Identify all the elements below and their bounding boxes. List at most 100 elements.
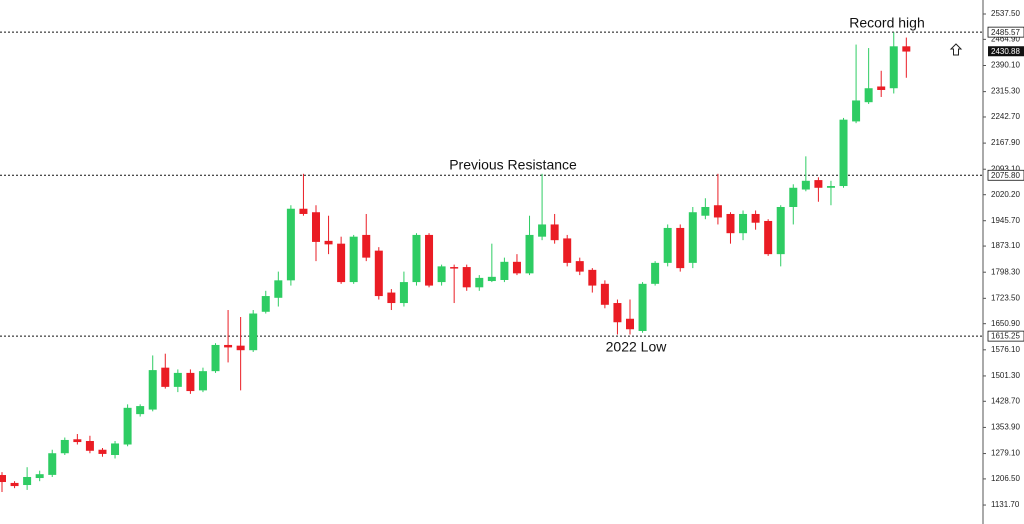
candle	[713, 173, 722, 225]
y-tick-label: 1723.50	[991, 293, 1020, 302]
candle	[136, 404, 145, 417]
candle-body	[136, 406, 145, 415]
candle-body	[374, 250, 383, 297]
candle-body	[0, 475, 6, 483]
candle	[324, 215, 333, 255]
y-tick-label: 2464.90	[991, 34, 1020, 43]
candle	[48, 449, 57, 477]
candle	[651, 261, 660, 286]
candle	[412, 233, 421, 286]
candle	[425, 233, 434, 288]
arrow-up-icon[interactable]	[949, 43, 963, 56]
y-tick-label: 2167.90	[991, 138, 1020, 147]
level-label-box	[987, 330, 1024, 342]
candle	[374, 247, 383, 300]
candle	[751, 210, 760, 230]
level-label: 2075.80	[991, 171, 1020, 180]
candle-body	[525, 234, 534, 274]
candle-body	[877, 86, 886, 90]
candle	[23, 467, 32, 490]
candle-body	[437, 266, 446, 283]
candle-body	[864, 88, 873, 103]
candle	[864, 48, 873, 104]
candle-body	[500, 261, 509, 280]
candle	[839, 117, 848, 188]
candle	[123, 404, 132, 447]
candle	[626, 299, 634, 335]
candle-body	[173, 372, 182, 387]
candle-body	[450, 267, 459, 269]
candle-body	[35, 474, 44, 479]
y-tick-label: 1798.30	[991, 267, 1020, 276]
level-label: 2485.57	[991, 28, 1020, 37]
candle-body	[688, 212, 697, 263]
candle-body	[801, 180, 810, 190]
candle	[387, 289, 396, 311]
annotation: Record high	[849, 15, 925, 31]
candle	[462, 264, 471, 291]
y-tick-label: 2020.20	[991, 190, 1020, 199]
candle-body	[676, 227, 685, 269]
candle	[902, 37, 911, 78]
candle	[475, 275, 484, 291]
y-tick-label: 1206.50	[991, 474, 1020, 483]
candle-body	[73, 439, 82, 443]
candle	[600, 280, 609, 309]
candle-body	[48, 453, 57, 475]
candle-body	[236, 345, 245, 351]
candle	[826, 180, 835, 206]
candle	[575, 257, 584, 276]
y-tick-label: 1131.70	[991, 500, 1020, 509]
y-tick-label: 1650.90	[991, 319, 1020, 328]
candle-body	[751, 213, 760, 223]
candle-body	[550, 224, 559, 241]
level-label-box	[987, 26, 1024, 38]
candle-body	[274, 280, 283, 298]
candle-body	[123, 407, 132, 445]
candle-body	[60, 439, 69, 454]
price-alert-icon[interactable]	[949, 43, 963, 56]
candle	[450, 264, 459, 304]
candle	[676, 224, 685, 272]
candle	[814, 177, 823, 202]
candle	[663, 224, 672, 267]
candle	[274, 271, 283, 307]
candle	[73, 434, 82, 445]
candle	[877, 70, 886, 97]
candle-body	[588, 269, 597, 286]
candle-body	[814, 180, 823, 188]
candle	[563, 234, 572, 267]
candle-body	[324, 240, 333, 245]
y-tick-label: 2242.70	[991, 112, 1020, 121]
candle-body	[889, 46, 898, 89]
candle-body	[726, 213, 735, 234]
candle	[701, 198, 710, 220]
candle-body	[111, 443, 120, 455]
candle	[500, 257, 509, 283]
candle	[85, 435, 94, 454]
candle	[688, 206, 697, 269]
candle	[538, 173, 547, 241]
candle	[764, 219, 773, 256]
candle	[399, 271, 408, 307]
candle-body	[638, 283, 647, 331]
y-tick-label: 1945.70	[991, 216, 1020, 225]
candle-body	[462, 267, 471, 288]
candle-body	[186, 372, 195, 392]
candle-body	[224, 344, 233, 348]
candle	[638, 282, 647, 333]
candle	[550, 213, 559, 244]
candle	[111, 441, 120, 459]
candle-body	[387, 292, 396, 304]
y-tick-label: 1576.10	[991, 345, 1020, 354]
candle	[35, 470, 44, 482]
candle-body	[161, 367, 170, 387]
y-tick-label: 2390.10	[991, 61, 1020, 70]
candle-body	[299, 208, 308, 214]
candle	[98, 447, 107, 457]
candle-body	[739, 213, 748, 234]
candle	[726, 212, 735, 244]
candle-body	[98, 449, 107, 454]
candle-body	[312, 212, 320, 242]
candle	[148, 355, 157, 412]
